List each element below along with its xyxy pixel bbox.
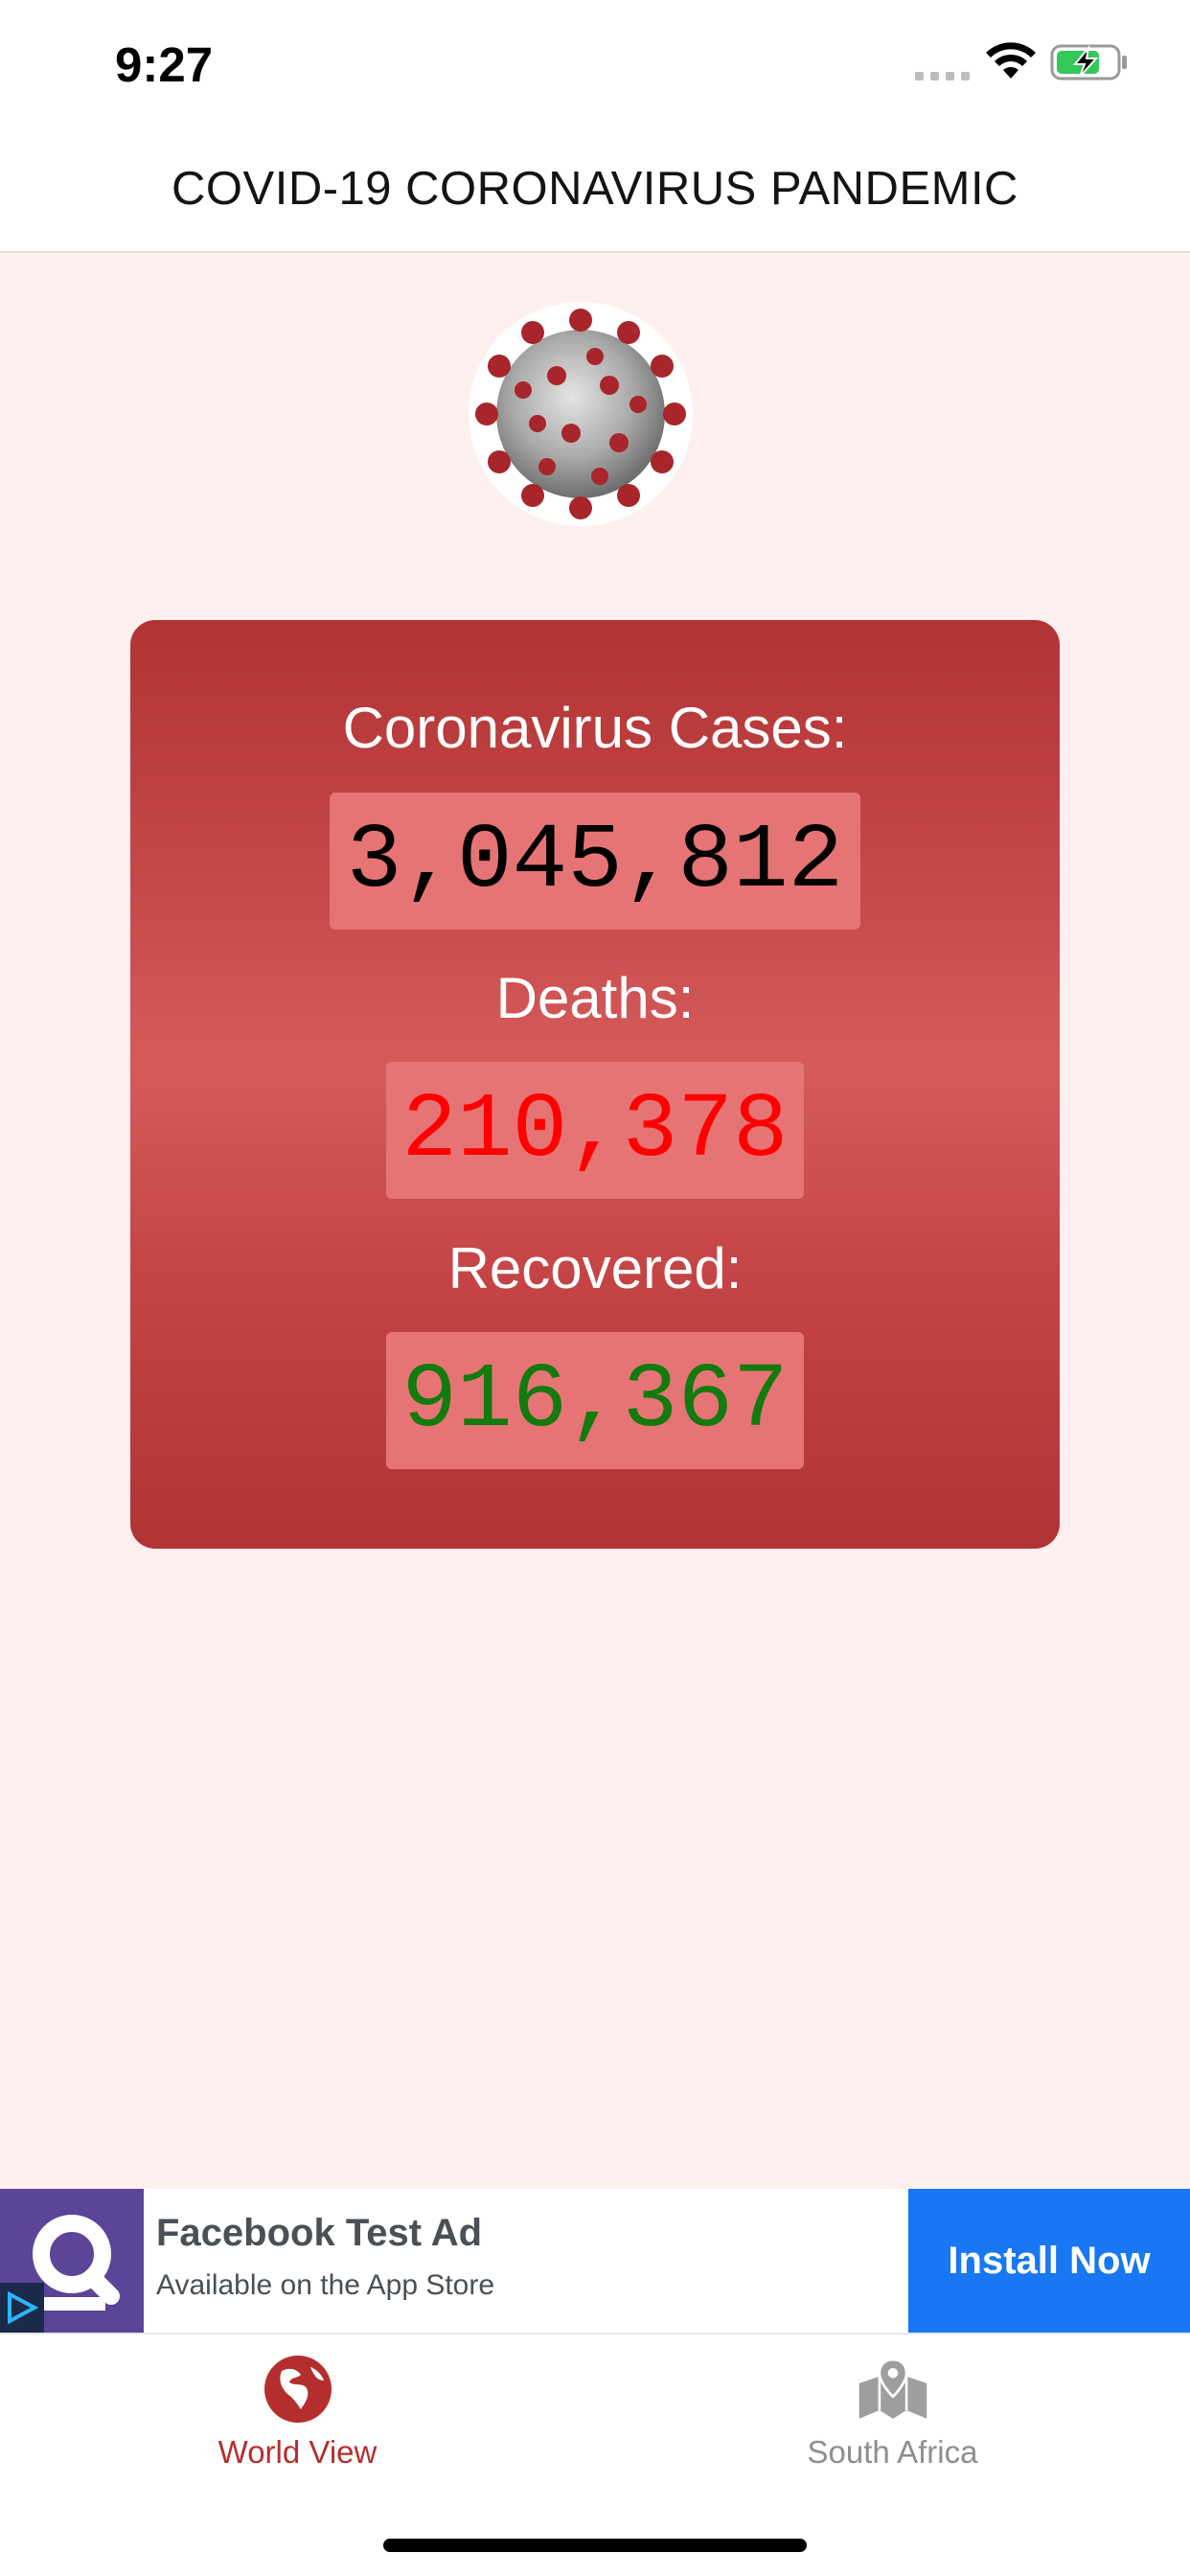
tab-world-view[interactable]: World View [0,2334,595,2497]
page-title: COVID-19 CORONAVIRUS PANDEMIC [172,163,1018,215]
wifi-icon [986,42,1036,79]
tab-label-world-view: World View [217,2434,378,2470]
status-time: 9:27 [115,37,214,92]
cases-value: 3,045,812 [330,793,860,930]
deaths-value: 210,378 [386,1062,804,1199]
coronavirus-icon [466,299,696,529]
install-now-button[interactable]: Install Now [908,2189,1190,2333]
ad-banner[interactable]: Facebook Test Ad Available on the App St… [0,2189,1190,2333]
deaths-label: Deaths: [495,966,695,1030]
tab-bar: World View South Africa [0,2333,1190,2576]
battery-charging-icon [1050,44,1127,80]
status-bar: 9:27 [0,0,1190,126]
ad-choices-icon[interactable] [0,2283,44,2333]
tab-south-africa[interactable]: South Africa [595,2334,1190,2497]
nav-header: COVID-19 CORONAVIRUS PANDEMIC [0,126,1190,253]
recovered-value: 916,367 [386,1332,804,1469]
tab-label-south-africa: South Africa [807,2434,978,2470]
ad-title[interactable]: Facebook Test Ad [156,2212,483,2254]
signal-icon [915,72,970,80]
home-indicator[interactable] [383,2539,807,2552]
ad-subtitle[interactable]: Available on the App Store [156,2269,495,2301]
cases-label: Coronavirus Cases: [342,696,848,760]
search-icon [33,2215,120,2311]
globe-icon [264,2356,332,2423]
map-pin-icon [858,2358,927,2419]
stats-card: Coronavirus Cases: 3,045,812 Deaths: 210… [130,620,1060,1549]
recovered-label: Recovered: [447,1236,743,1300]
